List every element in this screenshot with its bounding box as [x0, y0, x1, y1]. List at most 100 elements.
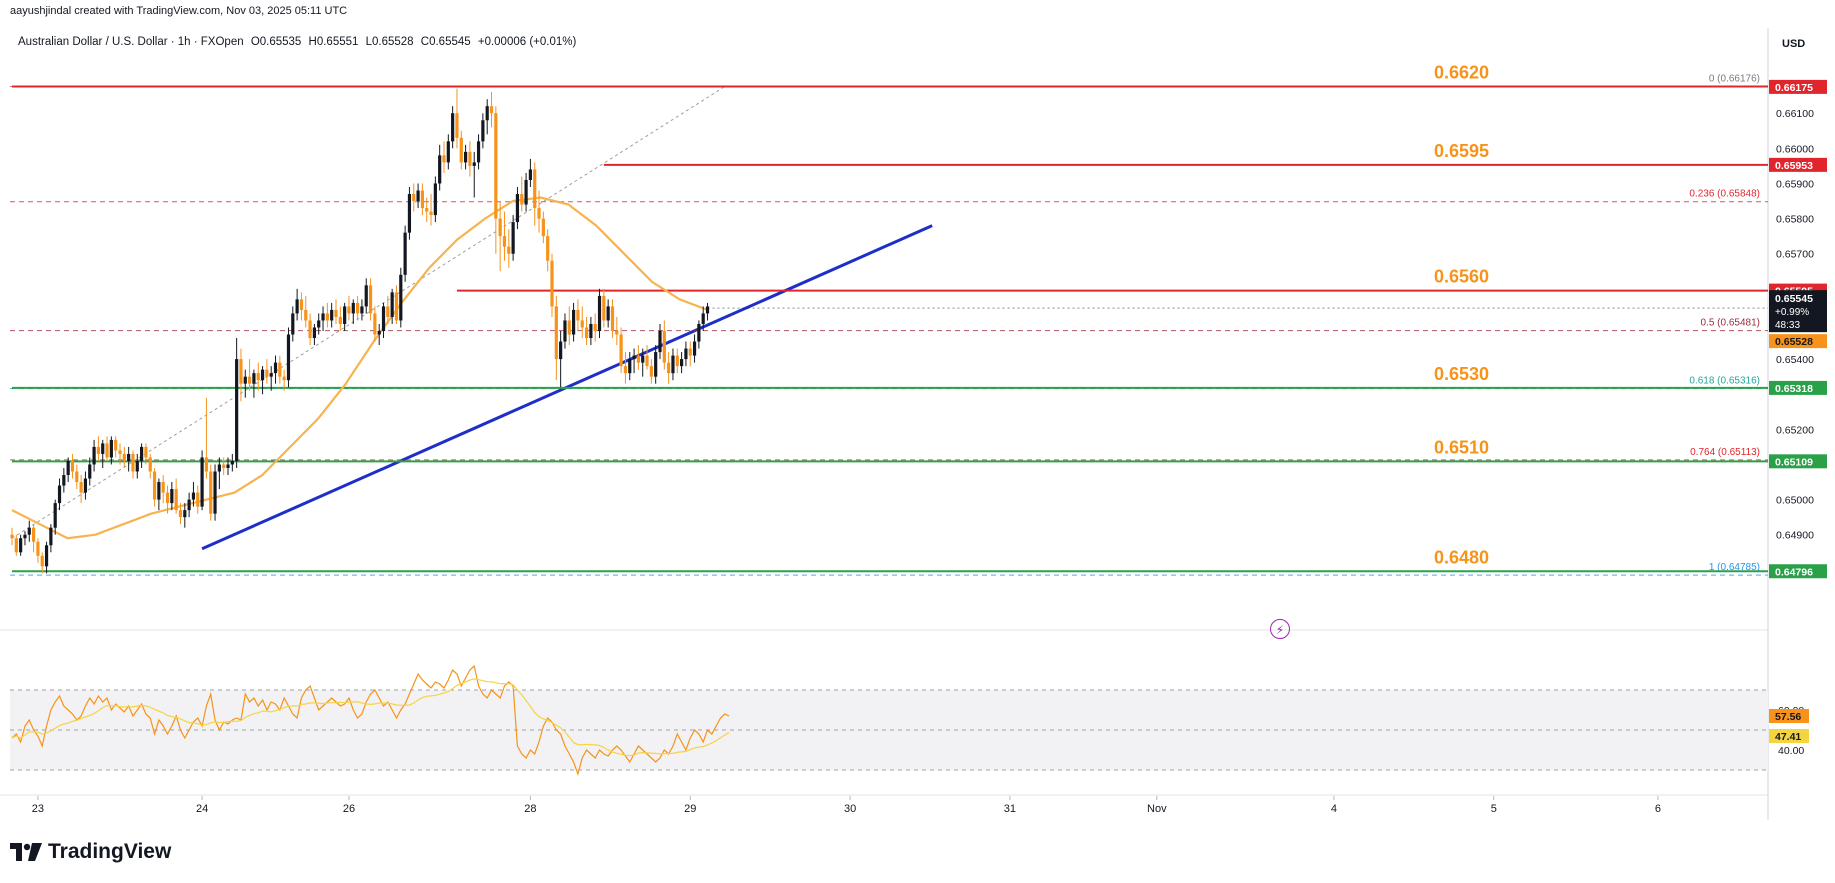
- candle-body[interactable]: [334, 309, 338, 317]
- candle-body[interactable]: [420, 190, 424, 209]
- candle-body[interactable]: [399, 274, 403, 321]
- candle-body[interactable]: [425, 208, 429, 212]
- candle-body[interactable]: [511, 222, 515, 254]
- candle-body[interactable]: [641, 355, 645, 363]
- candle-body[interactable]: [299, 299, 304, 310]
- candle-body[interactable]: [360, 306, 364, 314]
- candle-body[interactable]: [83, 478, 88, 493]
- candle-body[interactable]: [248, 376, 252, 384]
- candle-body[interactable]: [209, 471, 213, 514]
- candle-body[interactable]: [684, 348, 688, 360]
- candle-body[interactable]: [118, 450, 122, 454]
- candle-body[interactable]: [75, 471, 79, 483]
- candle-body[interactable]: [62, 475, 66, 486]
- candle-body[interactable]: [183, 510, 187, 518]
- candle-body[interactable]: [217, 464, 221, 472]
- candle-body[interactable]: [546, 236, 550, 261]
- candle-body[interactable]: [170, 489, 174, 504]
- candle-body[interactable]: [498, 218, 502, 237]
- candle-body[interactable]: [528, 169, 532, 180]
- candle-body[interactable]: [533, 169, 537, 209]
- candle-body[interactable]: [19, 538, 23, 553]
- candle-body[interactable]: [584, 327, 589, 339]
- candle-body[interactable]: [368, 285, 373, 314]
- candle-body[interactable]: [252, 373, 256, 384]
- candle-body[interactable]: [386, 306, 390, 317]
- currency-label[interactable]: USD: [1782, 38, 1806, 50]
- candle-body[interactable]: [520, 194, 524, 205]
- candle-body[interactable]: [429, 211, 433, 216]
- candle-body[interactable]: [278, 362, 282, 377]
- candle-body[interactable]: [213, 471, 217, 514]
- candle-body[interactable]: [243, 376, 247, 384]
- candle-body[interactable]: [312, 327, 316, 339]
- candle-body[interactable]: [697, 323, 701, 342]
- candle-body[interactable]: [563, 320, 567, 342]
- candle-body[interactable]: [40, 555, 44, 567]
- candle-body[interactable]: [675, 355, 679, 367]
- candle-body[interactable]: [476, 141, 481, 163]
- candle-body[interactable]: [49, 527, 53, 546]
- candle-body[interactable]: [597, 295, 602, 331]
- candle-body[interactable]: [144, 446, 148, 458]
- candle-body[interactable]: [79, 482, 83, 493]
- candle-body[interactable]: [148, 457, 152, 472]
- symbol-name[interactable]: Australian Dollar / U.S. Dollar · 1h · F…: [18, 36, 244, 48]
- candle-body[interactable]: [230, 460, 234, 465]
- candle-body[interactable]: [507, 246, 511, 254]
- candle-body[interactable]: [187, 499, 191, 511]
- candle-body[interactable]: [105, 443, 109, 458]
- candle-body[interactable]: [373, 313, 377, 335]
- candle-body[interactable]: [433, 183, 437, 216]
- candle-body[interactable]: [222, 464, 226, 468]
- candle-body[interactable]: [174, 489, 178, 511]
- candle-body[interactable]: [502, 236, 507, 247]
- candle-body[interactable]: [416, 190, 420, 202]
- candle-body[interactable]: [680, 359, 684, 367]
- candle-body[interactable]: [485, 106, 489, 121]
- candle-body[interactable]: [204, 457, 208, 472]
- candle-body[interactable]: [165, 492, 170, 504]
- tradingview-logo[interactable]: TradingView: [10, 840, 171, 864]
- candle-body[interactable]: [438, 155, 442, 184]
- candle-body[interactable]: [10, 534, 14, 539]
- candle-body[interactable]: [671, 355, 675, 374]
- candle-body[interactable]: [88, 464, 92, 479]
- candle-body[interactable]: [459, 137, 463, 163]
- candle-body[interactable]: [66, 460, 70, 476]
- candle-body[interactable]: [550, 260, 554, 307]
- candle-body[interactable]: [317, 320, 321, 328]
- candle-body[interactable]: [226, 464, 230, 468]
- candle-body[interactable]: [451, 113, 455, 142]
- price-chart[interactable]: 0 (0.66176) 0.236 (0.65848) 0.5 (0.65481) 0…: [0, 0, 1835, 830]
- candle-body[interactable]: [200, 457, 204, 507]
- candle-body[interactable]: [273, 362, 278, 374]
- candle-body[interactable]: [394, 292, 399, 321]
- candle-body[interactable]: [705, 306, 710, 314]
- candle-body[interactable]: [295, 299, 299, 314]
- candle-body[interactable]: [619, 334, 623, 367]
- candle-body[interactable]: [191, 492, 196, 500]
- candle-body[interactable]: [554, 306, 558, 360]
- candle-body[interactable]: [464, 151, 468, 163]
- candle-body[interactable]: [481, 120, 485, 142]
- candle-body[interactable]: [269, 373, 273, 377]
- candle-body[interactable]: [567, 320, 571, 335]
- candle-body[interactable]: [161, 482, 165, 493]
- candle-body[interactable]: [239, 359, 243, 384]
- candle-body[interactable]: [321, 313, 325, 321]
- candle-body[interactable]: [446, 141, 450, 163]
- candle-body[interactable]: [537, 208, 541, 219]
- candle-body[interactable]: [23, 534, 27, 539]
- candle-body[interactable]: [377, 331, 381, 335]
- candle-body[interactable]: [364, 285, 368, 307]
- candle-body[interactable]: [347, 306, 351, 314]
- candle-body[interactable]: [412, 194, 416, 202]
- candle-body[interactable]: [109, 439, 113, 458]
- candle-body[interactable]: [356, 302, 360, 314]
- candle-body[interactable]: [455, 113, 459, 138]
- candle-body[interactable]: [602, 295, 606, 321]
- candle-body[interactable]: [589, 323, 593, 339]
- candle-body[interactable]: [662, 331, 666, 363]
- candle-body[interactable]: [623, 366, 628, 374]
